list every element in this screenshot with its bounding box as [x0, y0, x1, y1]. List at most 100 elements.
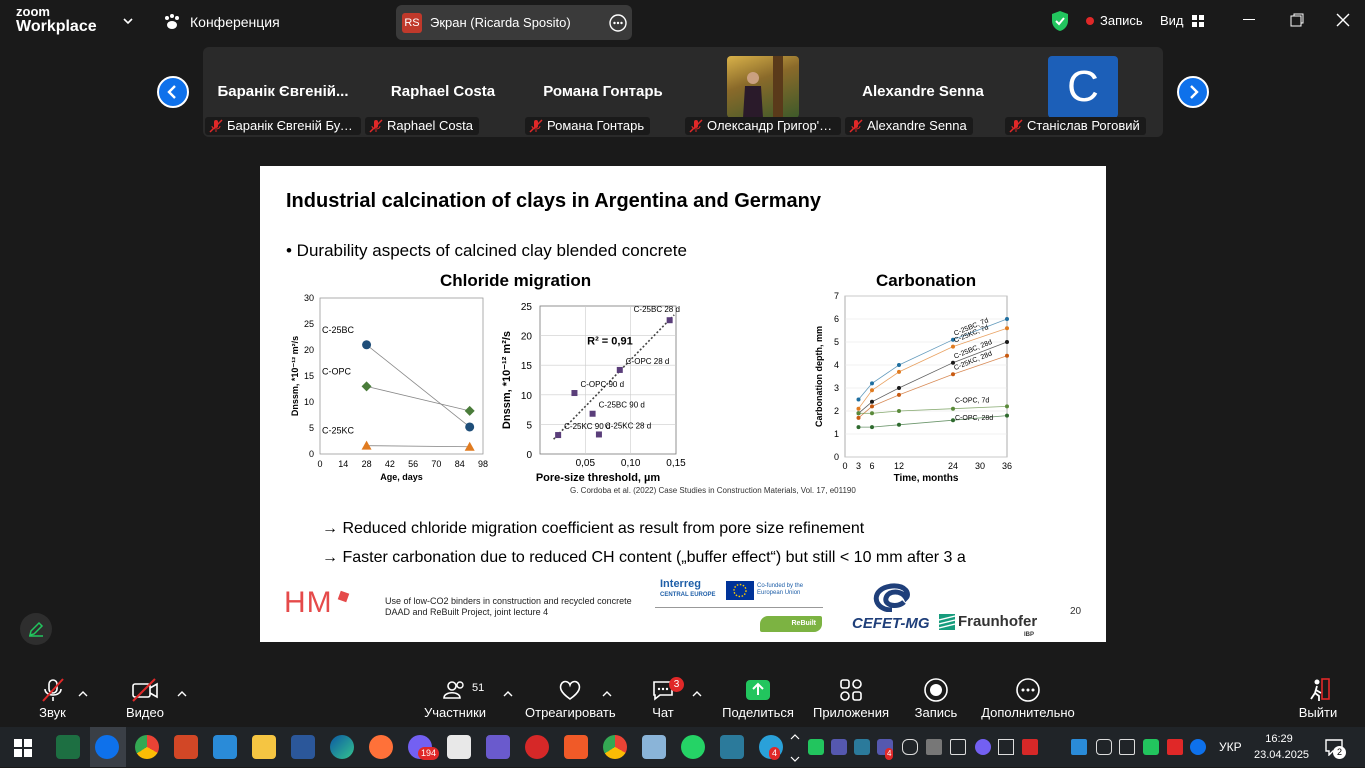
- excel-icon[interactable]: [56, 735, 80, 759]
- word-icon[interactable]: [291, 735, 315, 759]
- point-label: C-OPC 90 d: [580, 380, 624, 389]
- data-point: [897, 409, 901, 413]
- powerpoint-icon[interactable]: [174, 735, 198, 759]
- app-s-icon[interactable]: [213, 735, 237, 759]
- restore-icon[interactable]: [1290, 13, 1304, 32]
- participant-strip: Баранік Євгеній... Баранік Євгеній Буд .…: [203, 47, 1163, 137]
- participant-tile[interactable]: C Станіслав Роговий: [1003, 47, 1163, 137]
- annotate-button[interactable]: [20, 613, 52, 645]
- data-point: [361, 381, 372, 392]
- participant-label: Баранік Євгеній Буд ...: [205, 117, 361, 135]
- chrome-icon[interactable]: [135, 735, 159, 759]
- whatsapp-icon[interactable]: [681, 735, 705, 759]
- previous-page-button[interactable]: [157, 76, 189, 108]
- tray-usb-icon[interactable]: [950, 739, 966, 755]
- point-label: C-25BC 90 d: [599, 401, 645, 410]
- x-tick-label: 42: [385, 459, 395, 469]
- share-screen-button[interactable]: Поделиться: [720, 675, 796, 720]
- recording-indicator[interactable]: Запись: [1086, 13, 1143, 28]
- app-tools-icon[interactable]: [642, 735, 666, 759]
- notification-badge: 2: [1333, 746, 1346, 759]
- file-icon[interactable]: [447, 735, 471, 759]
- speaker-icon[interactable]: [1119, 739, 1135, 755]
- participant-label-text: Станіслав Роговий: [1027, 118, 1140, 133]
- fraunhofer-text: Fraunhofer: [958, 613, 1038, 630]
- tray-zoom-icon[interactable]: [1190, 739, 1206, 755]
- point-label: C-25BC 28 d: [634, 305, 680, 314]
- record-button[interactable]: Запись: [910, 675, 962, 720]
- clock[interactable]: 16:29 23.04.2025: [1254, 731, 1309, 763]
- record-dot-icon: [1086, 16, 1094, 25]
- apps-button[interactable]: Приложения: [812, 675, 890, 720]
- data-point: [897, 363, 901, 367]
- view-button[interactable]: Вид: [1160, 13, 1204, 28]
- data-point: [595, 431, 602, 438]
- tray-check-icon[interactable]: [808, 739, 824, 755]
- windows-start-icon[interactable]: [14, 739, 32, 762]
- chevron-down-icon[interactable]: [122, 14, 134, 32]
- tray-network-icon[interactable]: [1071, 739, 1087, 755]
- y-tick-label: 30: [304, 294, 314, 303]
- tray-mic-icon[interactable]: [902, 739, 918, 755]
- view-label: Вид: [1160, 13, 1184, 28]
- chat-chevron-icon[interactable]: [692, 685, 702, 703]
- tray-wifi-icon[interactable]: [1096, 739, 1112, 755]
- participants-chevron-icon[interactable]: [503, 685, 513, 703]
- react-chevron-icon[interactable]: [602, 685, 612, 703]
- meeting-info-button[interactable]: Конференция: [162, 12, 280, 32]
- tray-monitor-icon[interactable]: [926, 739, 942, 755]
- participant-name: Alexandre Senna: [862, 83, 984, 100]
- react-button[interactable]: Отреагировать: [525, 675, 616, 720]
- folder-icon[interactable]: [252, 735, 276, 759]
- tray-viber-icon[interactable]: [975, 739, 991, 755]
- participants-label: Участники: [423, 705, 487, 720]
- app-orange-icon[interactable]: [564, 735, 588, 759]
- app-red-icon[interactable]: [525, 735, 549, 759]
- participants-button[interactable]: Участники: [420, 675, 490, 720]
- tray-app-icon[interactable]: [854, 739, 870, 755]
- tray-keyboard-icon[interactable]: [998, 739, 1014, 755]
- grid-icon: [1191, 14, 1204, 27]
- video-button[interactable]: Видео: [122, 675, 168, 720]
- data-point: [589, 410, 596, 417]
- data-point: [897, 386, 901, 390]
- zoom-icon[interactable]: [95, 735, 119, 759]
- close-icon[interactable]: [1336, 13, 1350, 32]
- participant-tile[interactable]: Романа Гонтарь Романа Гонтарь: [523, 47, 683, 137]
- chrome-profile-icon[interactable]: [603, 735, 627, 759]
- audio-button[interactable]: Звук: [30, 675, 75, 720]
- x-axis-label: Age, days: [380, 472, 423, 482]
- y-tick-label: 5: [309, 423, 314, 433]
- screen-share-indicator[interactable]: RS Экран (Ricarda Sposito): [396, 5, 632, 40]
- tray-teams-icon[interactable]: [831, 739, 847, 755]
- fraunhofer-ibp: IBP: [1024, 632, 1035, 638]
- more-button[interactable]: Дополнительно: [980, 675, 1076, 720]
- video-options-chevron-icon[interactable]: [177, 685, 187, 703]
- participant-tile[interactable]: Alexandre Senna Alexandre Senna: [843, 47, 1003, 137]
- participant-tile[interactable]: Raphael Costa Raphael Costa: [363, 47, 523, 137]
- leave-button[interactable]: Выйти: [1296, 675, 1340, 720]
- minimize-icon[interactable]: [1243, 19, 1255, 20]
- tray-red-icon[interactable]: [1022, 739, 1038, 755]
- shield-check-icon[interactable]: [1050, 10, 1070, 37]
- audio-options-chevron-icon[interactable]: [78, 685, 88, 703]
- more-options-icon[interactable]: [609, 14, 627, 37]
- participant-tile[interactable]: Баранік Євгеній... Баранік Євгеній Буд .…: [203, 47, 363, 137]
- point-label: C-25KC 28 d: [605, 421, 651, 430]
- show-hidden-icons[interactable]: [790, 731, 800, 768]
- next-page-button[interactable]: [1177, 76, 1209, 108]
- language-indicator[interactable]: УКР: [1219, 740, 1242, 754]
- firefox-icon[interactable]: [369, 735, 393, 759]
- participant-tile[interactable]: Олександр Григор'є...: [683, 47, 843, 137]
- x-tick-label: 70: [431, 459, 441, 469]
- participant-label-text: Романа Гонтарь: [547, 118, 645, 133]
- save-icon[interactable]: [486, 735, 510, 759]
- tray-volume-muted-icon[interactable]: [1167, 739, 1183, 755]
- data-point: [897, 369, 901, 374]
- muted-mic-icon: [849, 119, 863, 135]
- edge-icon[interactable]: [330, 735, 354, 759]
- app-remote-icon[interactable]: [720, 735, 744, 759]
- tray-shield-icon[interactable]: [1143, 739, 1159, 755]
- footer-line1: Use of low-CO2 binders in construction a…: [385, 596, 632, 606]
- notification-center-icon[interactable]: [1324, 738, 1344, 761]
